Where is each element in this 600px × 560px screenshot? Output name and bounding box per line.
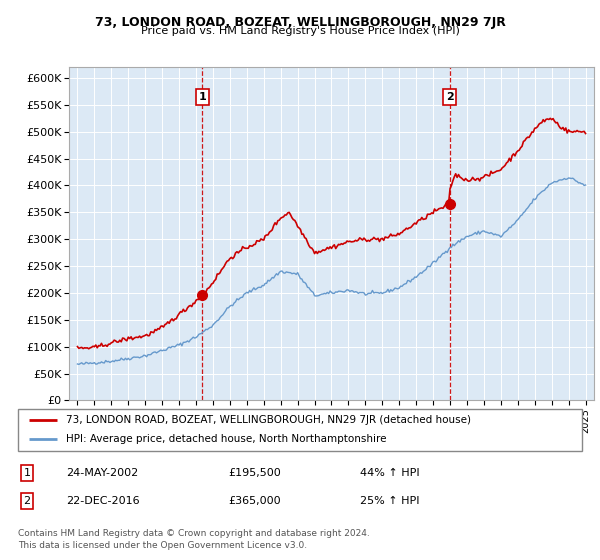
Text: £365,000: £365,000 [228, 496, 281, 506]
FancyBboxPatch shape [18, 409, 582, 451]
Text: 73, LONDON ROAD, BOZEAT, WELLINGBOROUGH, NN29 7JR (detached house): 73, LONDON ROAD, BOZEAT, WELLINGBOROUGH,… [66, 415, 471, 425]
Text: 1: 1 [23, 468, 31, 478]
Text: Price paid vs. HM Land Registry's House Price Index (HPI): Price paid vs. HM Land Registry's House … [140, 26, 460, 36]
Text: 44% ↑ HPI: 44% ↑ HPI [360, 468, 419, 478]
Text: £195,500: £195,500 [228, 468, 281, 478]
Text: 2: 2 [23, 496, 31, 506]
Text: 2: 2 [446, 92, 454, 102]
Text: 24-MAY-2002: 24-MAY-2002 [66, 468, 138, 478]
Text: 73, LONDON ROAD, BOZEAT, WELLINGBOROUGH, NN29 7JR: 73, LONDON ROAD, BOZEAT, WELLINGBOROUGH,… [95, 16, 505, 29]
Text: Contains HM Land Registry data © Crown copyright and database right 2024.
This d: Contains HM Land Registry data © Crown c… [18, 529, 370, 550]
Text: 25% ↑ HPI: 25% ↑ HPI [360, 496, 419, 506]
Text: 22-DEC-2016: 22-DEC-2016 [66, 496, 140, 506]
Text: HPI: Average price, detached house, North Northamptonshire: HPI: Average price, detached house, Nort… [66, 435, 386, 445]
Text: 1: 1 [199, 92, 206, 102]
